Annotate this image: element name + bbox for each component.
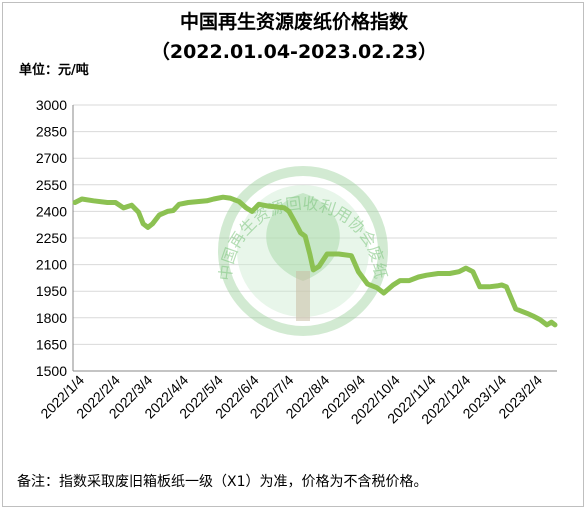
x-tick-labels: 2022/1/42022/2/42022/3/42022/4/42022/5/4… xyxy=(37,372,545,428)
y-tick-label: 2400 xyxy=(36,203,67,219)
series-layer xyxy=(72,194,558,328)
chart-subtitle: （2022.01.04-2023.02.23） xyxy=(151,40,437,63)
price-index-chart: 中国再生资源废纸价格指数 （2022.01.04-2023.02.23） 单位：… xyxy=(3,3,558,490)
y-tick-label: 1650 xyxy=(36,336,67,352)
y-tick-label: 2550 xyxy=(36,177,67,193)
price-series-line xyxy=(72,194,558,328)
y-tick-label: 3000 xyxy=(36,97,67,113)
y-tick-label: 1950 xyxy=(36,283,67,299)
y-tick-label: 2100 xyxy=(36,257,67,273)
chart-frame: 中国再生资源废纸价格指数 （2022.01.04-2023.02.23） 单位：… xyxy=(2,2,584,507)
y-tick-label: 2700 xyxy=(36,150,67,166)
y-tick-label: 2250 xyxy=(36,230,67,246)
footnote: 备注：指数采取废旧箱板纸一级（X1）为准，价格为不含税价格。 xyxy=(17,473,428,490)
y-tick-label: 2850 xyxy=(36,124,67,140)
axes xyxy=(72,105,557,372)
y-tick-labels: 3000 2850 2700 2550 2400 2250 2100 1950 1800 1650… xyxy=(36,97,67,379)
chart-title: 中国再生资源废纸价格指数 xyxy=(180,10,409,33)
y-tick-label: 1500 xyxy=(36,363,67,379)
y-tick-label: 1800 xyxy=(36,310,67,326)
unit-label: 单位：元/吨 xyxy=(19,62,89,78)
